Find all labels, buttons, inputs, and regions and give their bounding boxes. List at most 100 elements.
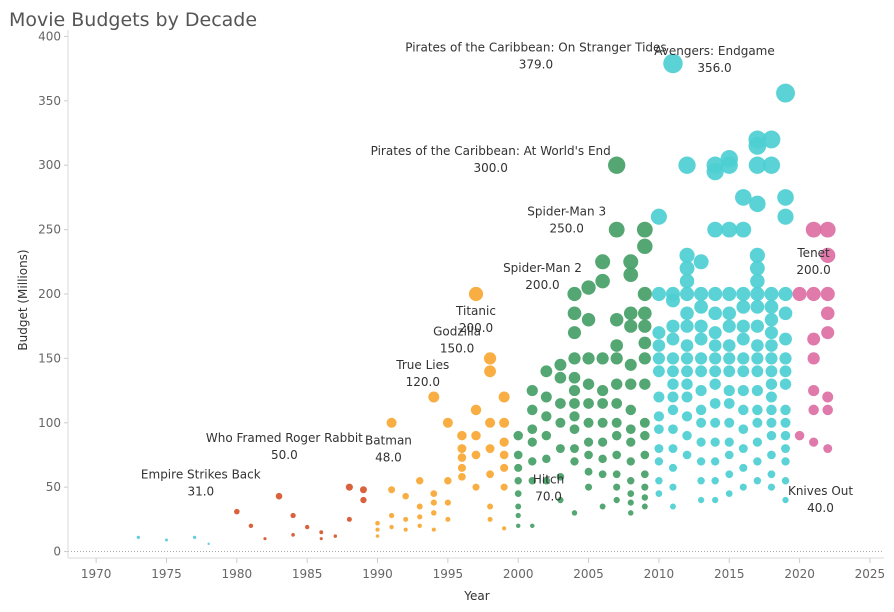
data-point xyxy=(823,444,833,454)
annotation-name: Who Framed Roger Rabbit xyxy=(206,431,363,445)
y-tick-label: 250 xyxy=(38,223,61,237)
data-point xyxy=(402,492,409,500)
data-point xyxy=(750,319,764,333)
data-point xyxy=(554,358,567,371)
data-points xyxy=(136,53,836,546)
data-point xyxy=(681,378,693,390)
x-tick-label: 2015 xyxy=(714,567,745,581)
data-point xyxy=(567,286,582,302)
data-point xyxy=(598,437,608,447)
data-point xyxy=(750,273,765,289)
data-point xyxy=(680,339,694,352)
data-point xyxy=(821,326,835,340)
data-point xyxy=(319,537,323,541)
data-point xyxy=(641,494,649,501)
data-point xyxy=(442,417,453,428)
data-point xyxy=(528,477,536,485)
y-tick-label: 50 xyxy=(46,480,61,494)
data-point xyxy=(641,483,649,491)
data-point xyxy=(612,470,621,479)
data-point xyxy=(666,332,680,346)
data-point xyxy=(515,512,521,519)
data-point xyxy=(807,352,820,365)
data-point xyxy=(749,247,765,263)
data-point xyxy=(527,404,538,416)
data-point xyxy=(569,398,580,409)
data-point xyxy=(695,404,707,416)
data-point xyxy=(567,326,582,340)
data-point xyxy=(445,516,451,522)
data-point xyxy=(640,430,650,441)
annotation-name: True Lies xyxy=(395,358,449,372)
data-point xyxy=(781,477,790,485)
data-point xyxy=(192,535,197,540)
data-point xyxy=(471,430,481,441)
data-point xyxy=(820,306,835,321)
x-tick-label: 2005 xyxy=(573,567,604,581)
annotation-name: Avengers: Endgame xyxy=(654,44,775,58)
data-point xyxy=(694,286,709,302)
data-point xyxy=(500,483,508,491)
data-point xyxy=(779,378,792,390)
data-point xyxy=(569,424,580,435)
data-point xyxy=(737,365,750,378)
data-point xyxy=(765,378,778,390)
annotation-name: Pirates of the Caribbean: At World's End xyxy=(371,144,611,158)
data-point xyxy=(712,496,719,504)
data-point xyxy=(725,490,733,497)
data-point xyxy=(428,391,440,403)
data-point xyxy=(290,512,296,519)
annotation-name: Pirates of the Caribbean: On Stranger Ti… xyxy=(405,40,666,54)
annotation-value: 40.0 xyxy=(807,501,834,515)
data-point xyxy=(417,523,422,529)
data-point xyxy=(651,286,666,302)
annotation-value: 48.0 xyxy=(375,451,402,465)
data-point xyxy=(707,221,724,238)
data-point xyxy=(500,463,509,472)
data-point xyxy=(696,417,707,428)
data-point xyxy=(753,457,762,466)
data-point xyxy=(710,457,720,466)
data-point xyxy=(668,463,677,472)
data-point xyxy=(738,404,749,416)
data-point xyxy=(640,450,650,460)
annotation-value: 300.0 xyxy=(474,161,508,175)
y-tick-label: 400 xyxy=(38,29,61,43)
data-point xyxy=(637,286,652,302)
x-tick-label: 1985 xyxy=(292,567,323,581)
annotation-name: Spider-Man 2 xyxy=(503,261,582,275)
annotation-value: 200.0 xyxy=(525,278,559,292)
data-point xyxy=(776,83,795,103)
data-point xyxy=(652,339,666,352)
data-point xyxy=(652,365,665,378)
annotation-value: 31.0 xyxy=(187,485,214,499)
data-point xyxy=(666,319,680,333)
data-point xyxy=(667,404,679,416)
data-point xyxy=(808,404,819,416)
data-point xyxy=(722,339,736,352)
data-point xyxy=(555,398,566,409)
data-point xyxy=(751,339,764,352)
annotation-value: 200.0 xyxy=(459,321,493,335)
annotation-name: Knives Out xyxy=(788,484,853,498)
data-point xyxy=(485,444,495,454)
data-point xyxy=(164,538,168,542)
data-point xyxy=(739,463,748,472)
data-point xyxy=(680,306,694,321)
data-point xyxy=(693,254,709,270)
data-point xyxy=(403,516,409,522)
data-point xyxy=(737,352,750,365)
data-point xyxy=(207,542,210,546)
data-point xyxy=(514,477,522,485)
data-point xyxy=(611,430,622,441)
data-point xyxy=(638,336,652,350)
annotation-name: Hitch xyxy=(533,472,564,486)
data-point xyxy=(623,267,639,283)
data-point xyxy=(526,384,538,397)
data-point xyxy=(655,490,663,497)
data-point xyxy=(375,520,380,526)
annotation-value: 200.0 xyxy=(796,263,830,277)
data-point xyxy=(599,503,606,510)
annotation-value: 250.0 xyxy=(550,222,584,236)
data-point xyxy=(778,286,793,302)
